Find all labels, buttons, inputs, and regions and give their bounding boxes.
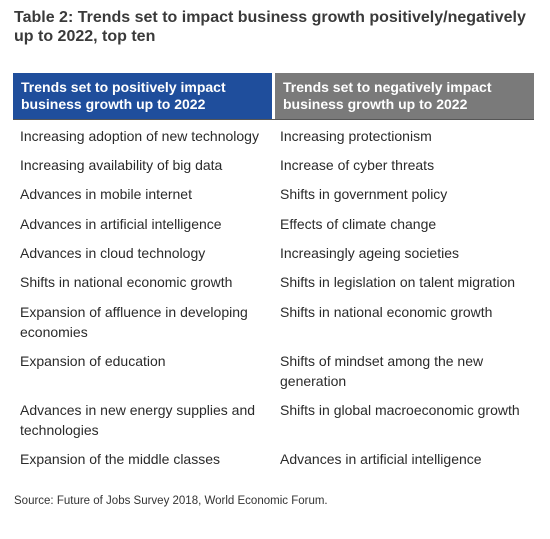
- positive-trends-header: Trends set to positively impact business…: [13, 73, 272, 119]
- negative-trend-cell: Increase of cyber threats: [280, 157, 435, 173]
- negative-trend-cell: Shifts of mindset among the new generati…: [280, 353, 484, 389]
- positive-trend-cell: Advances in mobile internet: [20, 186, 192, 202]
- positive-trend-cell: Increasing adoption of new technology: [20, 128, 259, 144]
- negative-trend-cell: Increasing protectionism: [280, 128, 432, 144]
- positive-trend-cell: Advances in cloud technology: [20, 245, 206, 261]
- negative-trend-cell: Increasingly ageing societies: [280, 245, 459, 261]
- table-row: Advances in mobile internet Shifts in go…: [13, 184, 534, 214]
- negative-trend-cell: Shifts in government policy: [280, 186, 448, 202]
- positive-trend-cell: Expansion of the middle classes: [20, 451, 220, 467]
- table-header-row: Trends set to positively impact business…: [13, 73, 534, 120]
- table-row: Advances in artificial intelligence Effe…: [13, 214, 534, 243]
- table-row: Expansion of affluence in developing eco…: [13, 302, 534, 351]
- negative-trend-cell: Shifts in global macroeconomic growth: [280, 402, 520, 418]
- negative-trend-cell: Shifts in national economic growth: [280, 304, 493, 320]
- table-row: Expansion of education Shifts of mindset…: [13, 351, 534, 400]
- table-row: Shifts in national economic growth Shift…: [13, 272, 534, 302]
- positive-trend-cell: Advances in artificial intelligence: [20, 216, 222, 232]
- positive-trend-cell: Expansion of affluence in developing eco…: [20, 304, 248, 340]
- table-row: Increasing availability of big data Incr…: [13, 155, 534, 184]
- source-note: Source: Future of Jobs Survey 2018, Worl…: [14, 495, 328, 507]
- negative-trend-cell: Effects of climate change: [280, 216, 437, 232]
- positive-trend-cell: Expansion of education: [20, 353, 166, 369]
- negative-trend-cell: Shifts in legislation on talent migratio…: [280, 274, 516, 290]
- positive-trend-cell: Advances in new energy supplies and tech…: [20, 402, 256, 438]
- negative-trend-cell: Advances in artificial intelligence: [280, 451, 482, 467]
- negative-trends-header: Trends set to negatively impact business…: [275, 73, 534, 119]
- table-title: Table 2: Trends set to impact business g…: [14, 9, 526, 45]
- positive-trend-cell: Shifts in national economic growth: [20, 274, 233, 290]
- table-row: Expansion of the middle classes Advances…: [13, 449, 534, 478]
- table-row: Increasing adoption of new technology In…: [13, 126, 534, 155]
- table-row: Advances in new energy supplies and tech…: [13, 400, 534, 449]
- table-row: Advances in cloud technology Increasingl…: [13, 243, 534, 272]
- trends-table: Trends set to positively impact business…: [13, 73, 534, 478]
- positive-trend-cell: Increasing availability of big data: [20, 157, 223, 173]
